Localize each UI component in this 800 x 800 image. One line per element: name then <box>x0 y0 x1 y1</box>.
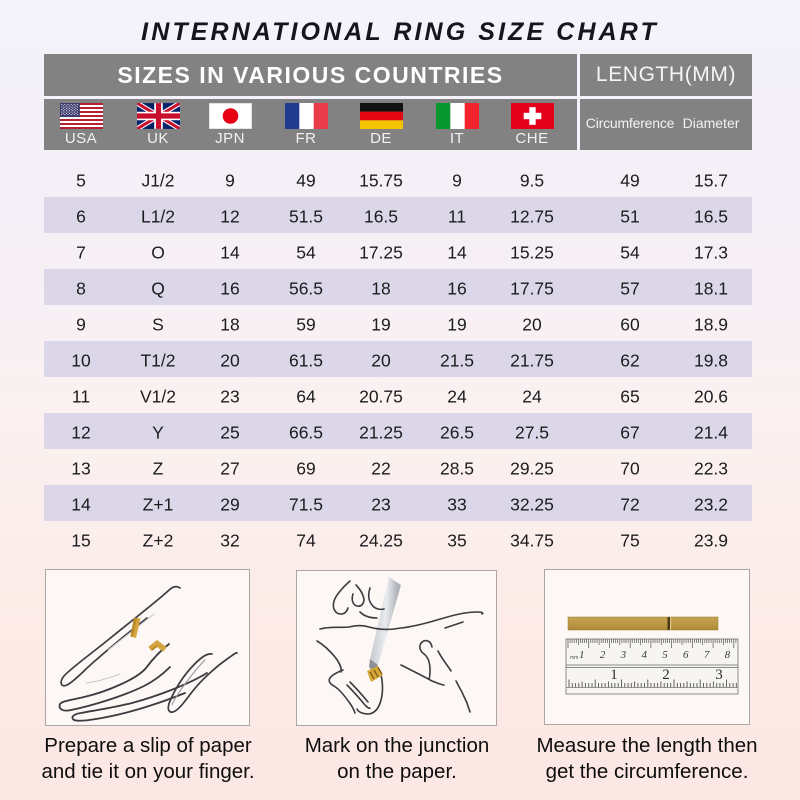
svg-text:1: 1 <box>610 667 618 683</box>
svg-text:4: 4 <box>641 649 647 661</box>
svg-text:2: 2 <box>600 649 606 661</box>
svg-text:2: 2 <box>662 667 670 683</box>
svg-text:6: 6 <box>683 649 689 661</box>
svg-text:8: 8 <box>725 649 731 661</box>
svg-text:mm: mm <box>570 655 578 661</box>
svg-text:5: 5 <box>662 649 668 661</box>
svg-text:1: 1 <box>579 649 585 661</box>
svg-text:7: 7 <box>704 649 710 661</box>
svg-text:3: 3 <box>620 649 627 661</box>
svg-text:3: 3 <box>715 667 723 683</box>
